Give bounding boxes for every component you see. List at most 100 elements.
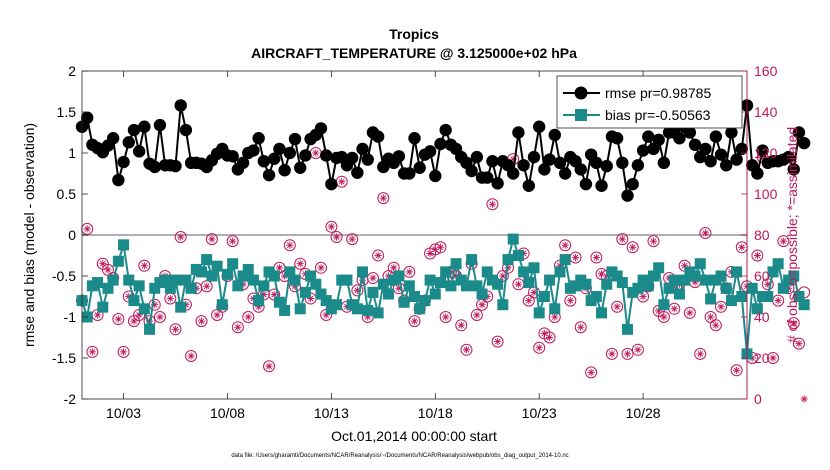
obs-possible-marker — [694, 347, 707, 360]
x-axis-label: Oct.01,2014 00:00:00 start — [331, 428, 497, 444]
asterisk-stroke — [131, 318, 137, 324]
rmse-point — [117, 155, 130, 169]
obs-possible-marker — [590, 251, 603, 264]
asterisk-stroke — [328, 223, 335, 230]
asterisk-stroke — [312, 150, 319, 156]
bias-point — [533, 307, 545, 319]
bias-point — [247, 274, 259, 286]
obs-assimilated-marker — [639, 292, 647, 301]
rmse-point — [512, 126, 525, 139]
bias-point — [642, 280, 654, 292]
obs-assimilated-marker — [717, 303, 725, 311]
rmse-point — [148, 160, 161, 174]
obs-possible-marker — [657, 311, 670, 323]
rmse-point — [548, 128, 561, 142]
obs-possible-marker — [616, 233, 629, 246]
rmse-point — [532, 120, 546, 133]
asterisk-stroke — [525, 297, 532, 304]
asterisk-stroke — [245, 314, 252, 320]
asterisk-stroke — [562, 242, 569, 249]
obs-assimilated-marker — [753, 251, 761, 260]
obs-assimilated-marker — [561, 241, 569, 249]
obs-assimilated-marker — [566, 297, 574, 305]
obs-possible-marker — [460, 343, 473, 356]
rmse-point — [699, 142, 712, 156]
obs-assimilated-marker — [140, 262, 148, 270]
bias-point — [123, 274, 135, 286]
asterisk-stroke — [754, 252, 761, 259]
rmse-point — [538, 163, 551, 176]
asterisk-stroke — [214, 312, 220, 318]
rmse-point — [574, 163, 587, 176]
bias-point — [383, 288, 395, 300]
obs-assimilated-marker — [275, 264, 284, 272]
bias-point — [725, 295, 737, 307]
rmse-point — [288, 132, 302, 146]
asterisk-stroke — [738, 244, 745, 251]
obs-assimilated-marker — [769, 354, 777, 362]
y2-tick-label: 20 — [754, 350, 770, 366]
asterisk-stroke — [702, 230, 709, 236]
obs-assimilated-marker — [738, 243, 746, 251]
obs-assimilated-marker — [374, 251, 382, 260]
bias-point — [305, 270, 317, 282]
obs-assimilated-marker — [696, 350, 704, 358]
asterisk-stroke — [707, 314, 714, 320]
obs-assimilated-marker — [410, 317, 419, 325]
bias-point — [596, 307, 608, 319]
bias-point — [175, 301, 187, 313]
obs-assimilated-marker — [369, 274, 377, 282]
asterisk-stroke — [370, 275, 376, 281]
obs-possible-marker — [325, 220, 338, 233]
bias-point — [232, 280, 244, 292]
obs-possible-marker — [626, 241, 639, 254]
rmse-point — [325, 177, 338, 191]
asterisk-stroke — [681, 262, 688, 269]
rmse-point — [652, 133, 665, 147]
obs-possible-marker — [559, 239, 572, 252]
obs-assimilated-marker — [431, 245, 439, 253]
asterisk-stroke — [442, 314, 449, 320]
bias-point — [398, 296, 410, 308]
obs-possible-marker — [351, 284, 364, 297]
obs-assimilated-marker — [213, 311, 221, 319]
rmse-point — [553, 156, 567, 170]
rmse-point — [688, 138, 702, 151]
rmse-point — [709, 130, 723, 143]
asterisk-stroke — [115, 316, 122, 322]
asterisk-stroke — [609, 351, 615, 357]
obs-assimilated-marker — [83, 225, 91, 233]
bias-point — [440, 266, 452, 278]
asterisk-stroke — [276, 264, 283, 271]
asterisk-stroke — [390, 264, 397, 271]
x-tick-label: 10/03 — [106, 405, 141, 421]
bias-point — [434, 277, 446, 289]
obs-assimilated-marker — [514, 280, 523, 288]
obs-assimilated-marker — [166, 294, 174, 303]
asterisk-stroke — [318, 264, 324, 271]
rmse-point — [423, 145, 437, 158]
obs-assimilated-marker — [707, 313, 715, 321]
bias-point — [357, 266, 369, 278]
asterisk-stroke — [157, 314, 163, 320]
bias-point — [144, 323, 156, 335]
asterisk-stroke — [375, 252, 381, 259]
obs-assimilated-marker — [634, 346, 642, 354]
bias-point — [403, 280, 415, 292]
rmse-point — [470, 150, 484, 164]
obs-possible-marker — [283, 239, 296, 252]
bias-point — [570, 280, 582, 292]
obs-possible-marker — [242, 311, 255, 323]
legend-bias-marker — [575, 109, 587, 121]
rmse-point — [262, 168, 276, 182]
obs-assimilated-marker — [244, 313, 252, 321]
asterisk-stroke — [297, 260, 304, 267]
obs-assimilated-marker — [462, 346, 471, 354]
bias-point — [112, 255, 124, 267]
bias-point — [253, 295, 265, 307]
asterisk-stroke — [437, 244, 444, 251]
asterisk-stroke — [697, 351, 704, 357]
rmse-point — [579, 177, 593, 191]
asterisk-stroke — [718, 303, 724, 310]
asterisk-stroke — [780, 238, 787, 245]
